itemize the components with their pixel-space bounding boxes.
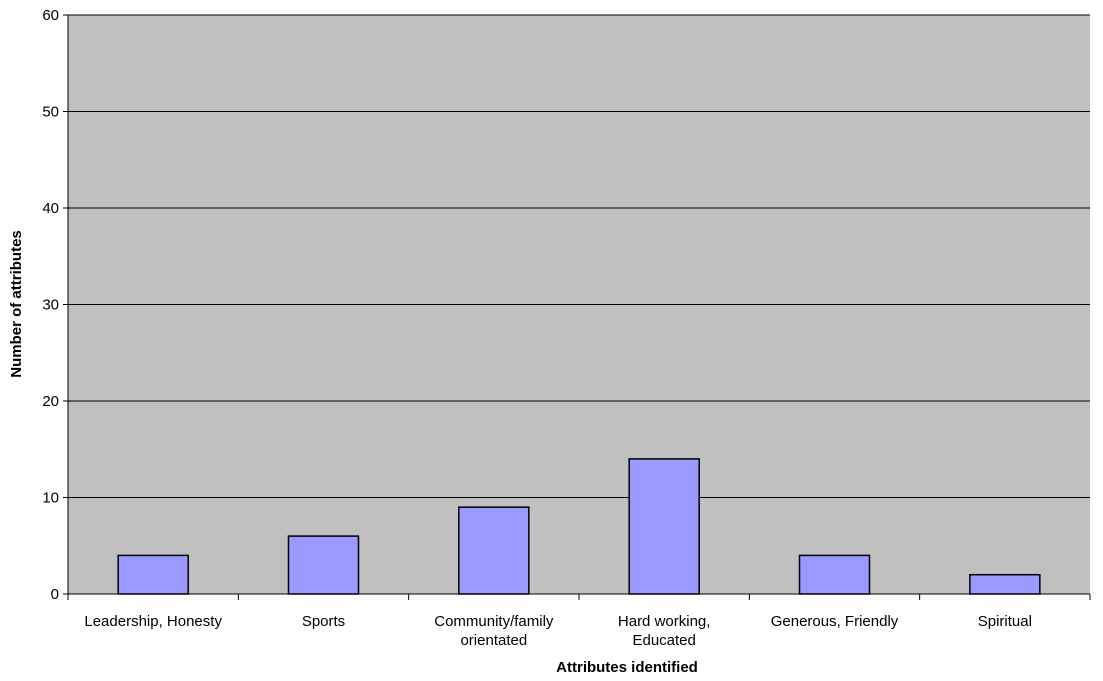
bar [287, 535, 360, 595]
x-category-label: Community/family orientated [434, 613, 554, 649]
x-category-labels: Leadership, Honesty Sports Community/famil… [84, 613, 1032, 649]
axes [63, 14, 1091, 600]
bars [117, 458, 1041, 595]
bar [798, 554, 871, 595]
y-tick-label: 40 [42, 200, 59, 217]
y-tick-label: 30 [42, 297, 59, 314]
y-tick-label: 50 [42, 104, 59, 121]
bar [117, 554, 189, 595]
x-axis-title: Attributes identified [556, 659, 698, 676]
bar [969, 573, 1041, 595]
y-tick-label: 20 [42, 393, 59, 410]
bar [458, 506, 530, 595]
x-category-label: Leadership, Honesty [84, 613, 222, 630]
y-tick-label: 10 [42, 490, 59, 507]
y-tick-labels: 0 10 20 30 40 50 60 [42, 7, 59, 603]
y-tick-label: 0 [51, 586, 59, 603]
gridlines [68, 14, 1090, 498]
x-category-label: Spiritual [978, 613, 1032, 630]
y-axis-title: Number of attributes [8, 230, 25, 378]
bar [628, 458, 700, 595]
x-category-label: Sports [302, 613, 345, 630]
x-category-label: Generous, Friendly [771, 613, 899, 630]
y-tick-label: 60 [42, 7, 59, 24]
x-category-label: Hard working, Educated [618, 613, 711, 649]
